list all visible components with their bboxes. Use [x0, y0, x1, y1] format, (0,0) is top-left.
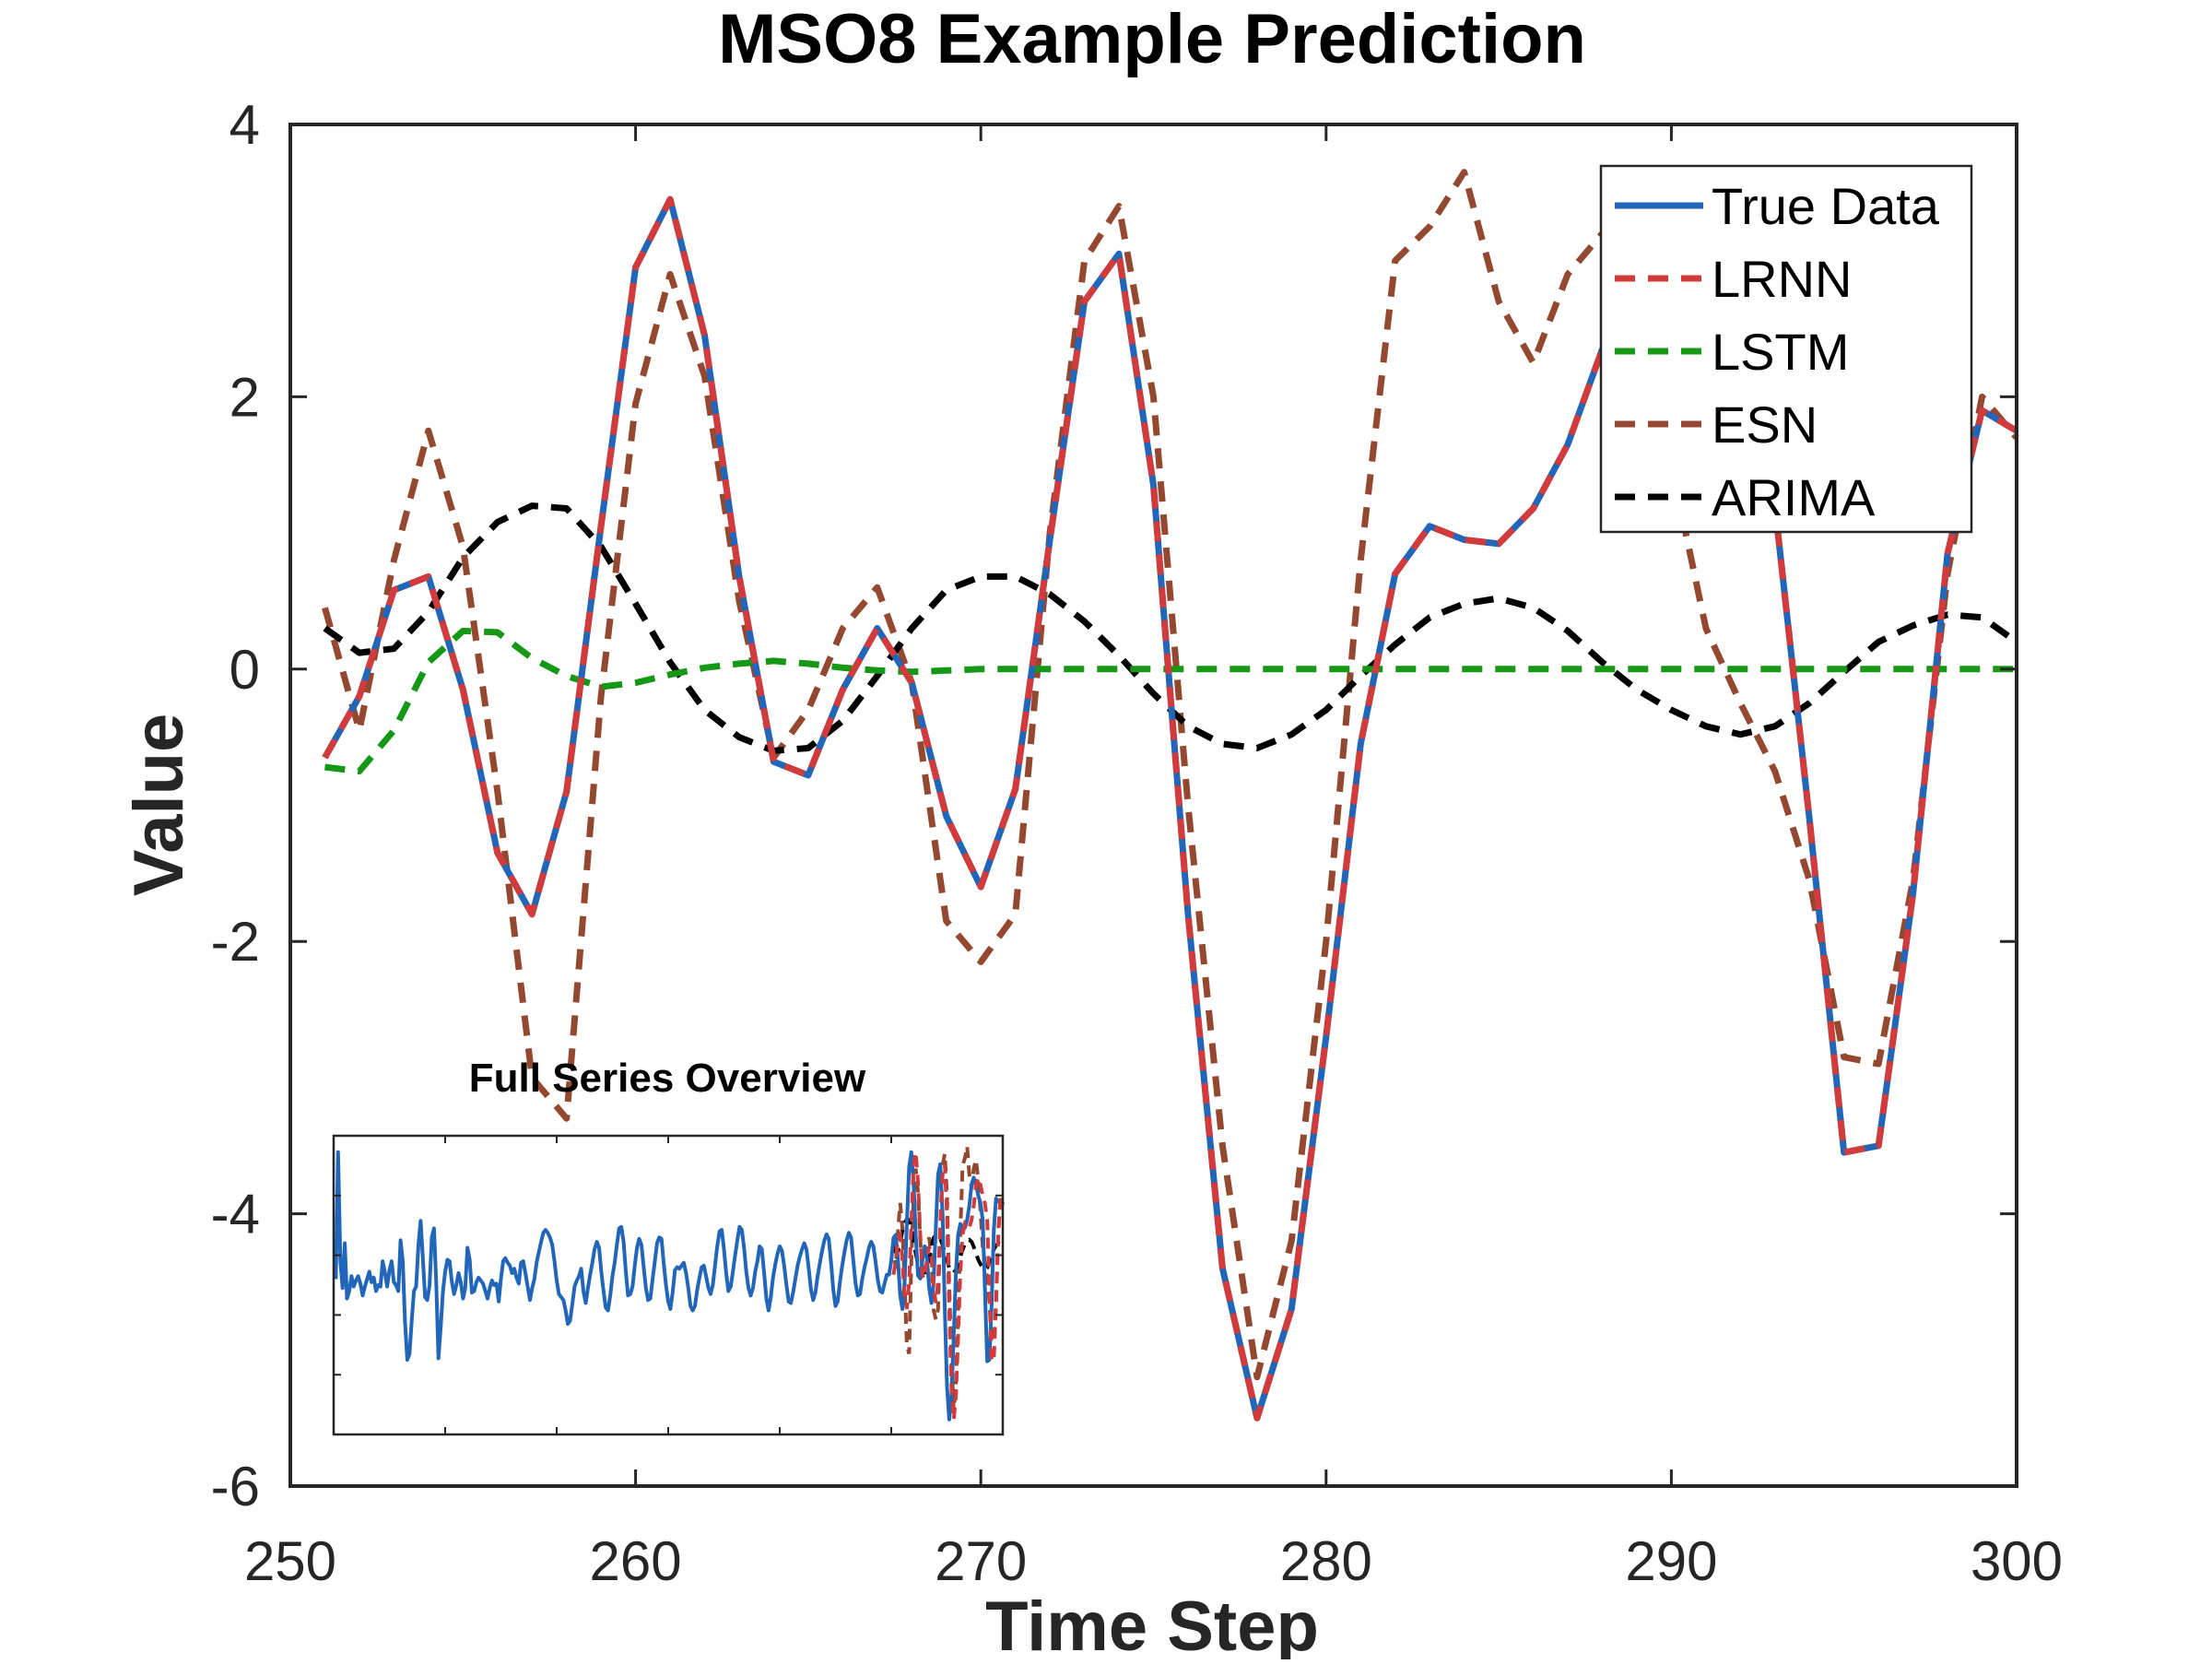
- x-tick-label: 270: [935, 1530, 1027, 1592]
- y-tick-label: 4: [229, 94, 260, 156]
- inset-title: Full Series Overview: [469, 1056, 866, 1101]
- legend-label-true-data: True Data: [1712, 177, 1940, 235]
- legend-label-lrnn: LRNN: [1712, 250, 1852, 308]
- y-tick-labels: -6 -4 -2 0 2 4: [211, 94, 260, 1517]
- y-axis-label: Value: [120, 714, 198, 897]
- inset-line-lrnn: [891, 1151, 1005, 1420]
- x-axis-label: Time Step: [985, 1587, 1319, 1659]
- legend-label-arima: ARIMA: [1712, 468, 1876, 526]
- legend-items: True Data LRNN LSTM ESN ARIMA: [1615, 177, 1940, 526]
- y-tick-label: 2: [229, 366, 260, 428]
- legend-label-esn: ESN: [1712, 395, 1818, 454]
- x-tick-label: 300: [1971, 1530, 2063, 1592]
- legend-label-lstm: LSTM: [1712, 323, 1849, 381]
- x-tick-label: 290: [1625, 1530, 1717, 1592]
- x-tick-label: 280: [1280, 1530, 1372, 1592]
- x-tick-label: 260: [590, 1530, 682, 1592]
- inset-series-group: [334, 1145, 1005, 1422]
- x-tick-label: 250: [244, 1530, 336, 1592]
- y-tick-label: -4: [211, 1184, 260, 1245]
- series-line-lrnn: [322, 195, 2018, 1422]
- inset-overview: Full Series Overview: [332, 1056, 1005, 1436]
- chart-title: MSO8 Example Prediction: [718, 0, 1586, 78]
- inset-background: [334, 1136, 1003, 1434]
- y-tick-label: -2: [211, 911, 260, 973]
- inset-ticks: [334, 1136, 1003, 1434]
- inset-frame: [332, 1134, 1005, 1436]
- legend: True Data LRNN LSTM ESN ARIMA: [1599, 164, 1973, 534]
- y-tick-label: 0: [229, 639, 260, 701]
- plot-frame: [288, 123, 2018, 1488]
- inset-line-true-data: [334, 1150, 1000, 1422]
- y-tick-label: -6: [211, 1456, 260, 1517]
- series-line-esn: [322, 169, 2019, 1381]
- x-tick-labels: 250 260 270 280 290 300: [244, 1530, 2063, 1592]
